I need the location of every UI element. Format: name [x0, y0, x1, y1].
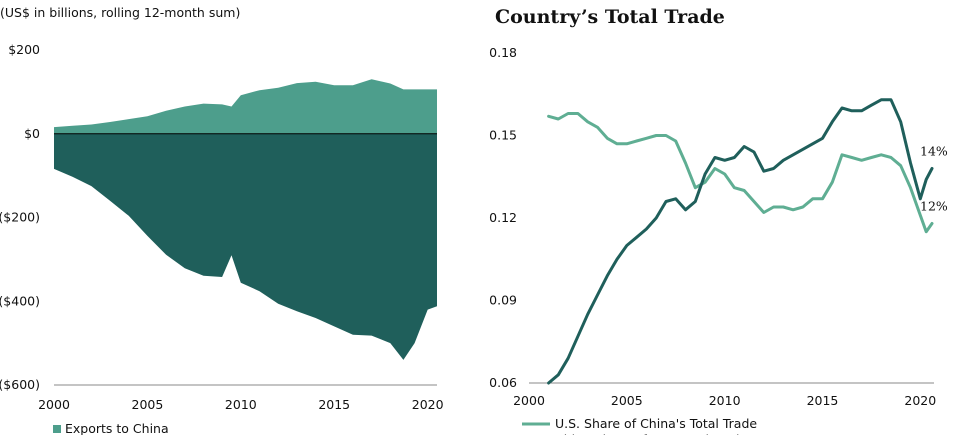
- chart-subtitle: (US$ in billions, rolling 12-month sum): [0, 5, 240, 20]
- x-tick-label: 2010: [709, 393, 741, 408]
- x-tick-label: 2015: [807, 393, 839, 408]
- area-series-0: [54, 79, 437, 134]
- area-series-1: [54, 133, 437, 360]
- y-tick-label: 0.09: [489, 293, 517, 308]
- chart-title: Country’s Total Trade: [495, 6, 725, 28]
- line-series-1: [547, 98, 934, 385]
- x-tick-label: 2020: [904, 393, 936, 408]
- x-tick-label: 2020: [412, 397, 444, 412]
- y-tick-label: 0.12: [489, 210, 517, 225]
- x-tick-label: 2000: [513, 393, 545, 408]
- x-tick-label: 2010: [225, 397, 257, 412]
- x-tick-label: 2005: [132, 397, 164, 412]
- y-tick-label: $0: [24, 126, 40, 141]
- right-line-chart: Country’s Total Trade 0.06 0.09 0.12 0.15 0.1…: [489, 6, 948, 435]
- x-tick-label: 2005: [611, 393, 643, 408]
- y-tick-label: 0.06: [489, 375, 517, 390]
- y-tick-label: ($600): [0, 377, 40, 392]
- legend-label-us-share: U.S. Share of China's Total Trade: [555, 416, 757, 431]
- y-tick-label: ($400): [0, 293, 40, 308]
- line-series-0: [547, 112, 934, 234]
- legend-label-china-share: China Share of U.S. Total Trade: [555, 432, 747, 435]
- y-tick-label: $200: [8, 42, 40, 57]
- end-label-us-share: 12%: [920, 199, 948, 214]
- end-label-china-share: 14%: [920, 144, 948, 159]
- y-tick-label: ($200): [0, 210, 40, 225]
- legend-swatch-exports: [53, 425, 61, 433]
- x-tick-label: 2000: [38, 397, 70, 412]
- y-tick-label: 0.18: [489, 45, 517, 60]
- legend-label-exports: Exports to China: [65, 421, 169, 435]
- y-tick-label: 0.15: [489, 128, 517, 143]
- left-area-chart: (US$ in billions, rolling 12-month sum) $…: [0, 5, 444, 435]
- x-tick-label: 2015: [318, 397, 350, 412]
